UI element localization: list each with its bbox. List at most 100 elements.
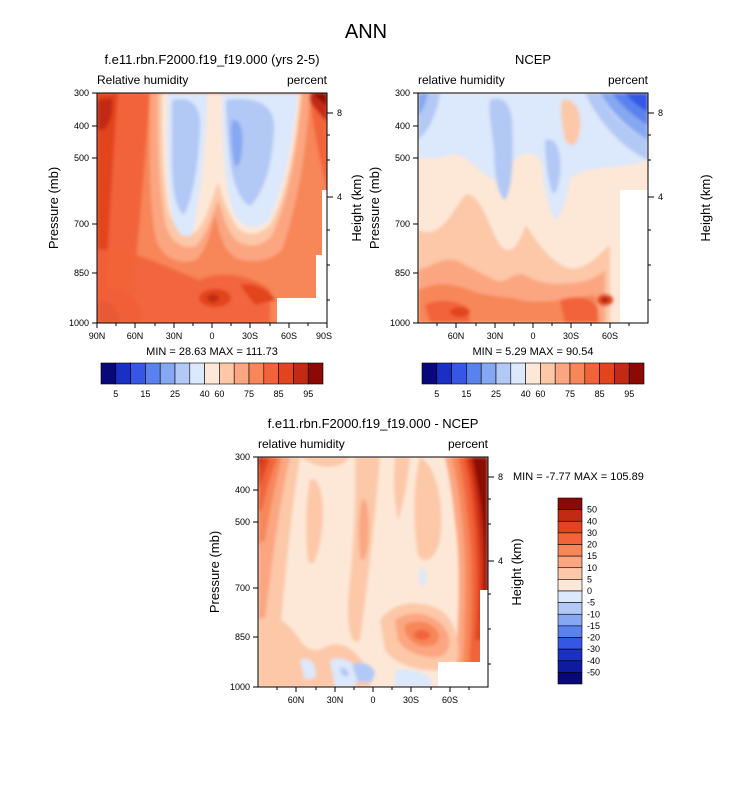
y-tick-label: 400 <box>235 485 250 495</box>
x-tick-label: 60N <box>288 695 305 705</box>
colorbar-swatch <box>174 362 191 385</box>
x-tick-label: 30S <box>242 331 258 341</box>
y-tick-label: 300 <box>235 452 250 462</box>
colorbar-swatch <box>495 362 512 385</box>
y2-axis-ticks: 8 4 <box>648 108 663 301</box>
colorbar-swatch <box>219 362 235 385</box>
colorbar-label: 60 <box>535 389 545 399</box>
y-axis-title: Pressure (mb) <box>46 167 61 249</box>
colorbar-swatch <box>204 362 220 385</box>
colorbar-label: -15 <box>587 621 600 631</box>
colorbar-label: 15 <box>461 389 471 399</box>
y-tick-label: 400 <box>74 121 89 131</box>
x-tick-label: 60S <box>281 331 297 341</box>
y-tick-label: 850 <box>235 632 250 642</box>
variable-label: Relative humidity <box>97 73 188 87</box>
colorbar-swatch <box>557 579 583 592</box>
colorbar-swatch <box>614 362 630 385</box>
y-tick-label: 300 <box>395 88 410 98</box>
panel-title: NCEP <box>515 52 551 67</box>
colorbar: 5 15 25 40 60 75 85 95 <box>421 362 645 399</box>
x-tick-label: 60N <box>127 331 144 341</box>
y2-axis-title: Height (km) <box>349 174 364 241</box>
x-tick-label: 0 <box>530 331 535 341</box>
colorbar-swatch <box>557 602 583 615</box>
colorbar-label: 25 <box>170 389 180 399</box>
y-tick-label: 1000 <box>230 682 250 692</box>
y-axis-ticks: 300 400 500 700 850 1000 <box>69 88 97 328</box>
y2-tick-label: 8 <box>498 472 503 482</box>
colorbar-swatch <box>557 532 583 545</box>
colorbar-swatch <box>557 520 583 534</box>
colorbar-swatch <box>557 555 583 569</box>
colorbar-label: 10 <box>587 563 597 573</box>
y-axis-title: Pressure (mb) <box>367 167 382 249</box>
x-tick-label: 60N <box>448 331 465 341</box>
colorbar-label: -10 <box>587 609 600 619</box>
colorbar-swatch <box>130 362 146 385</box>
colorbar-swatch <box>436 362 452 385</box>
x-tick-label: 90N <box>89 331 106 341</box>
y-tick-label: 300 <box>74 88 89 98</box>
colorbar-swatch <box>557 648 583 662</box>
colorbar-swatch <box>466 362 482 385</box>
y-tick-label: 500 <box>74 153 89 163</box>
x-axis-ticks: 60N 30N 0 30S 60S <box>436 323 630 341</box>
colorbar-swatch <box>145 362 161 385</box>
x-tick-label: 90S <box>316 331 332 341</box>
variable-label: relative humidity <box>258 437 345 451</box>
colorbar-label: -30 <box>587 644 600 654</box>
colorbar-swatch <box>554 362 571 385</box>
colorbar-swatch <box>557 567 583 580</box>
y-tick-label: 850 <box>74 268 89 278</box>
x-tick-label: 30N <box>166 331 183 341</box>
x-tick-label: 30S <box>563 331 579 341</box>
colorbar-label: 40 <box>521 389 531 399</box>
y-axis-ticks: 300 400 500 700 850 1000 <box>390 88 418 328</box>
colorbar-swatch <box>628 362 645 385</box>
colorbar-label: 95 <box>624 389 634 399</box>
colorbar-label: 15 <box>587 551 597 561</box>
y2-axis-title: Height (km) <box>509 538 524 605</box>
colorbar-swatch <box>189 362 205 385</box>
units-label: percent <box>608 73 649 87</box>
x-axis-ticks: 60N 30N 0 30S 60S <box>276 687 470 705</box>
colorbar-label: 5 <box>587 574 592 584</box>
colorbar-label: 40 <box>587 516 597 526</box>
colorbar-swatch <box>557 590 583 603</box>
colorbar-label: 20 <box>587 540 597 550</box>
y2-tick-label: 4 <box>498 556 503 566</box>
colorbar-label: 40 <box>200 389 210 399</box>
colorbar-label: -5 <box>587 598 595 608</box>
colorbar-swatch <box>525 362 541 385</box>
variable-label: relative humidity <box>418 73 505 87</box>
colorbar-label: 50 <box>587 505 597 515</box>
min-max-stats: MIN = 5.29 MAX = 90.54 <box>472 346 593 358</box>
colorbar-swatch <box>451 362 467 385</box>
colorbar-swatch <box>557 544 583 557</box>
y2-axis-ticks: 8 4 <box>327 108 342 301</box>
y-tick-label: 700 <box>395 219 410 229</box>
y-tick-label: 500 <box>395 153 410 163</box>
y-tick-label: 400 <box>395 121 410 131</box>
y-axis-title: Pressure (mb) <box>207 531 222 613</box>
panel-ncep: NCEP relative humidity percent <box>367 52 713 399</box>
colorbar-label: -20 <box>587 633 600 643</box>
y2-axis-ticks: 8 4 <box>488 472 503 665</box>
colorbar-label: 5 <box>113 389 118 399</box>
colorbar-swatch <box>293 362 309 385</box>
colorbar-label: 25 <box>491 389 501 399</box>
y-tick-label: 1000 <box>390 318 410 328</box>
colorbar-label: 85 <box>595 389 605 399</box>
colorbar-swatch <box>557 672 583 685</box>
x-tick-label: 30N <box>487 331 504 341</box>
x-tick-label: 0 <box>209 331 214 341</box>
x-axis-ticks: 90N 60N 30N 0 30S 60S 90S <box>89 323 332 341</box>
colorbar-swatch <box>278 362 294 385</box>
units-label: percent <box>287 73 328 87</box>
colorbar-swatch <box>599 362 615 385</box>
y-tick-label: 1000 <box>69 318 89 328</box>
colorbar-label: -40 <box>587 656 600 666</box>
